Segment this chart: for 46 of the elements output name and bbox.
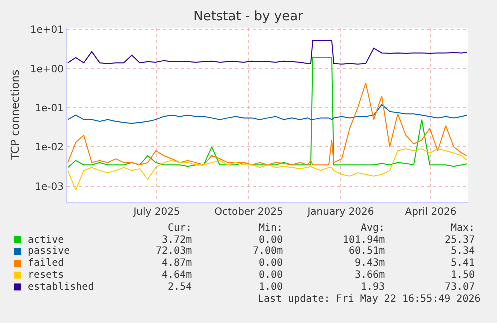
text: 3.66m bbox=[355, 270, 386, 281]
line-series bbox=[68, 104, 468, 124]
text: Max: bbox=[451, 223, 476, 234]
text: Cur: bbox=[168, 223, 192, 234]
x-tick-label: July 2025 bbox=[132, 207, 180, 218]
x-tick-label: October 2025 bbox=[214, 207, 284, 218]
chart-title: Netstat - by year bbox=[194, 10, 304, 25]
line-series bbox=[68, 148, 468, 191]
text: 60.51m bbox=[349, 246, 386, 257]
text: 25.37 bbox=[445, 235, 476, 246]
text: 0.00 bbox=[259, 258, 284, 269]
text: 0.00 bbox=[259, 235, 284, 246]
text: 9.43m bbox=[355, 258, 386, 269]
line-series bbox=[68, 56, 468, 168]
text: 3.72m bbox=[162, 235, 192, 246]
text: 72.03m bbox=[156, 246, 192, 257]
legend-label: passive bbox=[28, 246, 70, 257]
text: 4.87m bbox=[162, 258, 192, 269]
x-tick-label: April 2026 bbox=[405, 207, 457, 218]
text: Min: bbox=[259, 223, 284, 234]
text: 101.94m bbox=[343, 235, 386, 246]
text: 1.00 bbox=[259, 282, 284, 293]
legend-label: failed bbox=[28, 258, 64, 269]
text: 0.00 bbox=[259, 270, 284, 281]
legend-label: established bbox=[28, 282, 94, 293]
legend-label: active bbox=[28, 235, 64, 246]
line-series bbox=[68, 82, 468, 166]
text: 5.34 bbox=[451, 246, 476, 257]
text: Avg: bbox=[361, 223, 386, 234]
y-tick-label: 1e-03 bbox=[35, 182, 64, 193]
text: 5.41 bbox=[451, 258, 476, 269]
x-tick-label: January 2026 bbox=[306, 207, 374, 218]
y-tick-label: 1e+01 bbox=[30, 25, 64, 36]
line-series bbox=[68, 40, 468, 65]
text: 7.00m bbox=[253, 246, 284, 257]
y-tick-label: 1e+00 bbox=[30, 64, 64, 76]
text: 1.50 bbox=[451, 270, 476, 281]
text: 2.54 bbox=[168, 282, 192, 293]
y-tick-label: 1e-01 bbox=[35, 104, 64, 115]
legend-label: resets bbox=[28, 270, 64, 281]
text: Last update: Fri May 22 16:55:49 2026 bbox=[258, 294, 481, 305]
text: 4.64m bbox=[162, 270, 192, 281]
text: 73.07 bbox=[445, 282, 476, 293]
y-axis-title: TCP connections bbox=[9, 70, 22, 162]
y-tick-label: 1e-02 bbox=[35, 142, 64, 154]
text: 1.93 bbox=[361, 282, 386, 293]
